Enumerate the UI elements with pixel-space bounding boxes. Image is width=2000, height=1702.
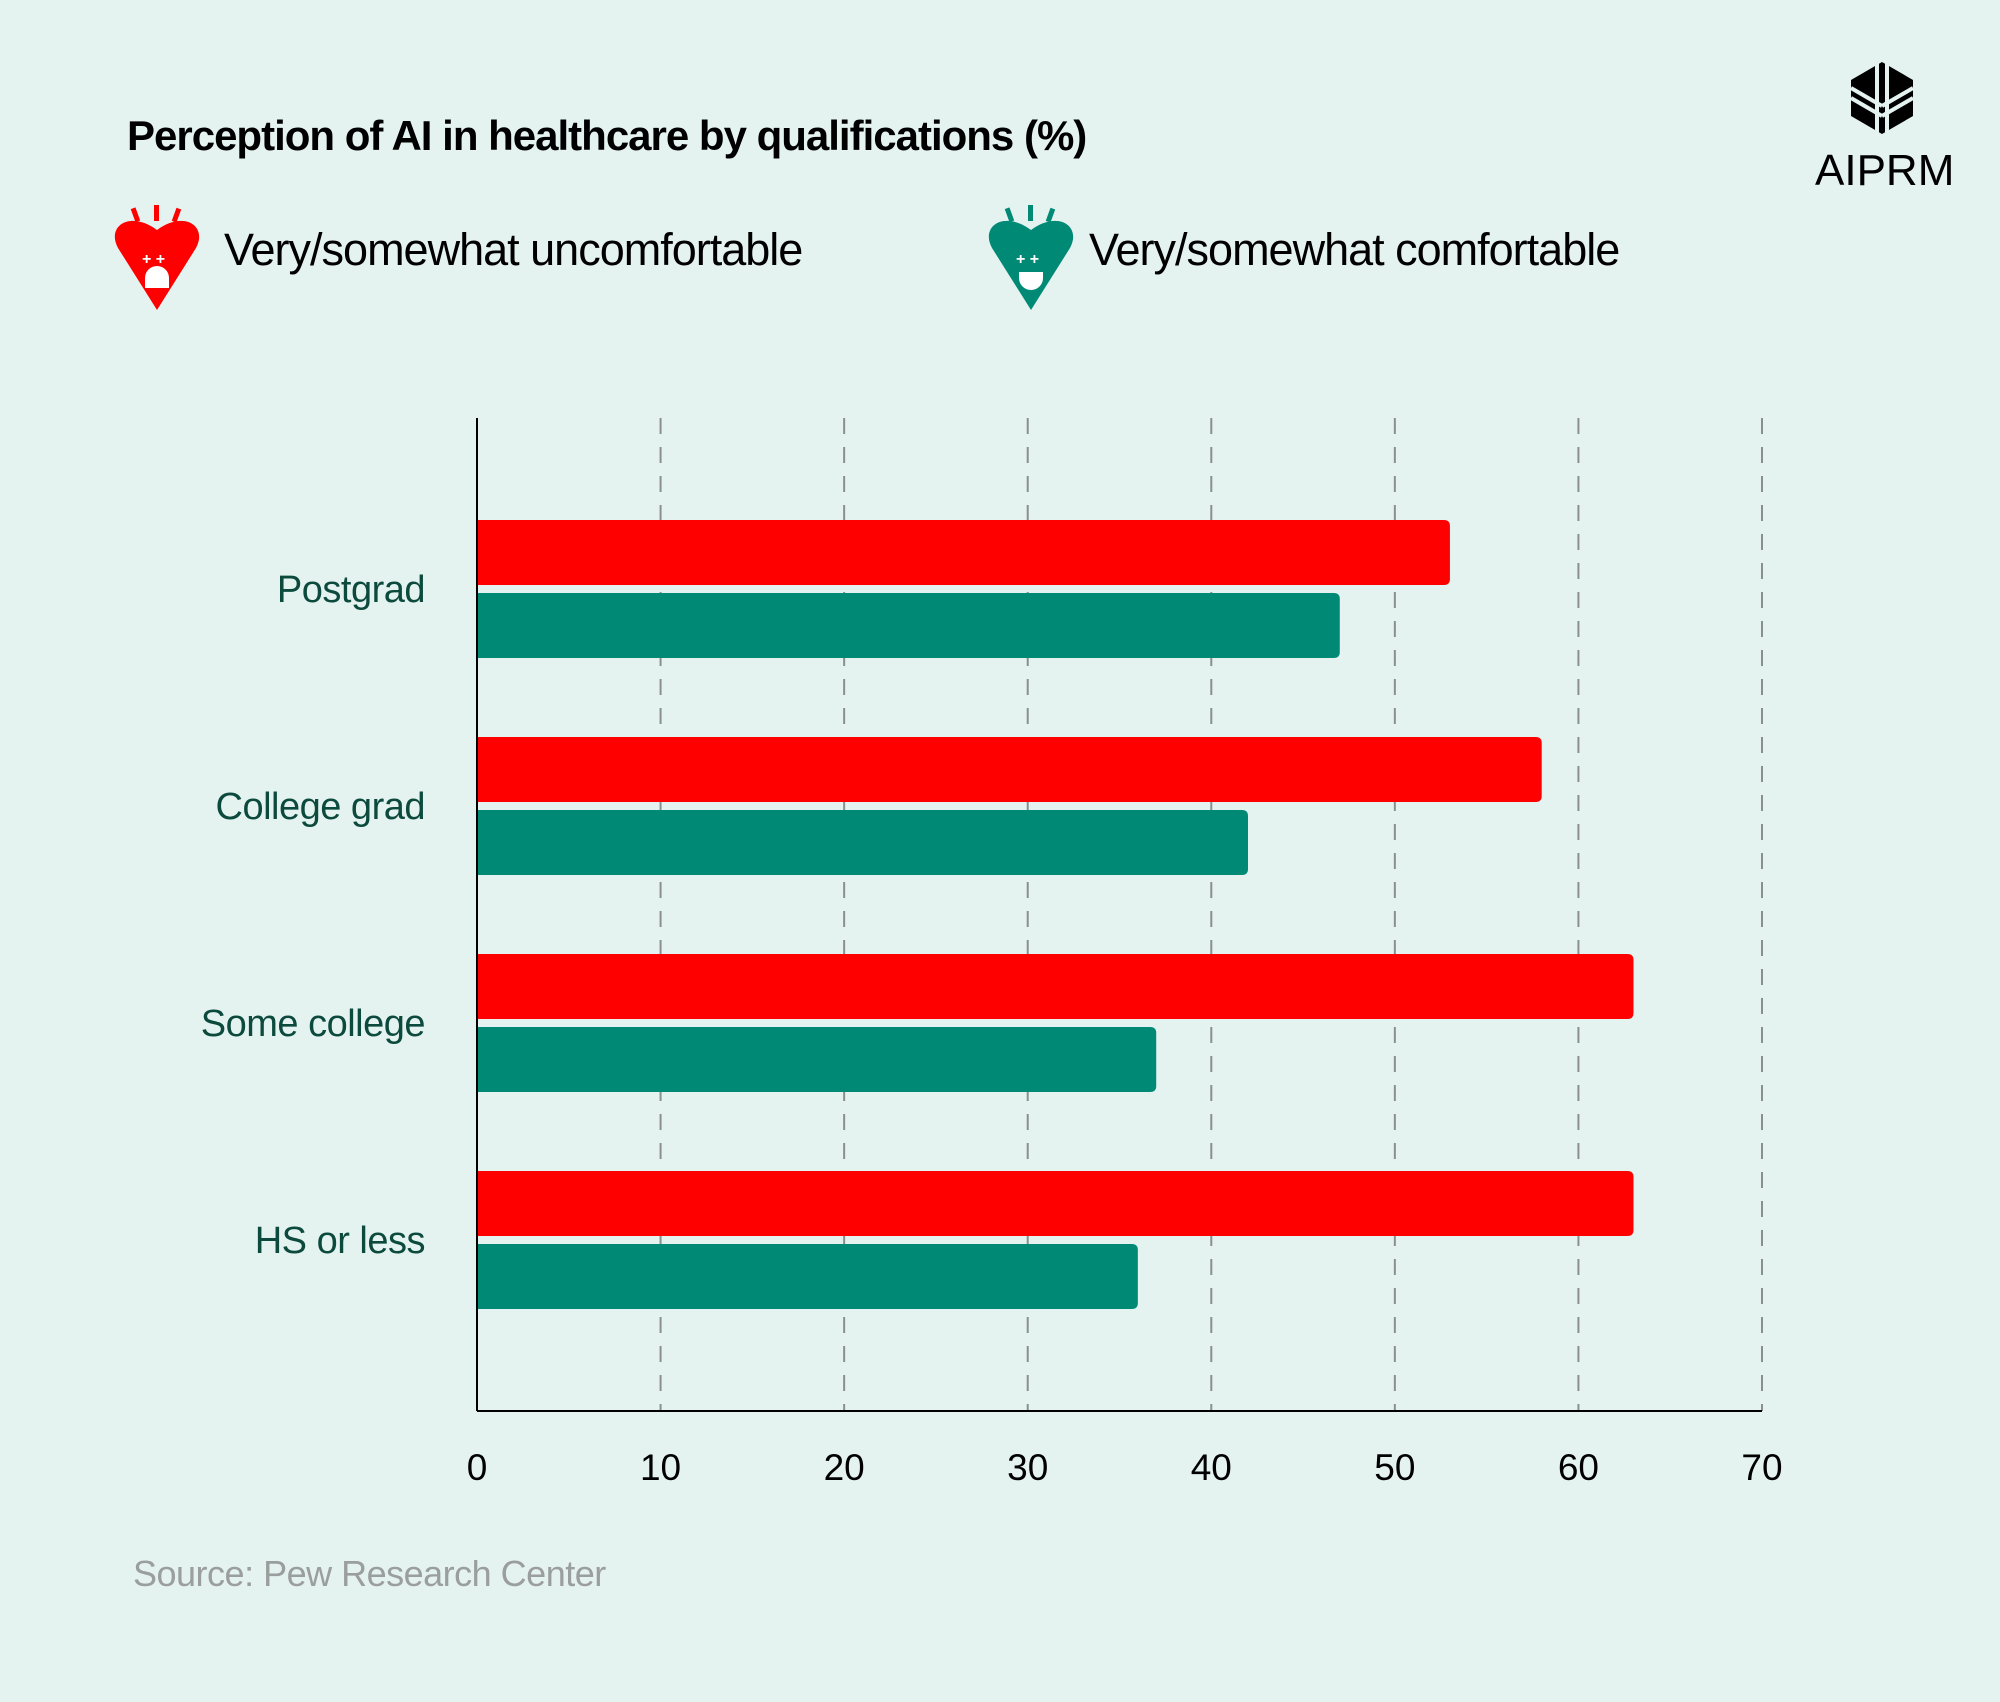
bar-uncomfortable xyxy=(477,737,1542,802)
legend-label-uncomfortable: Very/somewhat uncomfortable xyxy=(224,224,803,275)
x-tick-label: 50 xyxy=(1374,1447,1415,1488)
logo-text: AIPRM xyxy=(1815,146,1955,195)
aiprm-logo-icon xyxy=(1849,62,1915,134)
bar-comfortable xyxy=(477,1027,1157,1092)
legend-label-comfortable: Very/somewhat comfortable xyxy=(1089,224,1620,275)
svg-text:+ +: + + xyxy=(142,251,165,268)
category-label: Some college xyxy=(201,1003,425,1045)
svg-text:+ +: + + xyxy=(1016,251,1039,268)
bar-uncomfortable xyxy=(477,520,1450,585)
bar-comfortable xyxy=(477,593,1340,658)
bar-comfortable xyxy=(477,810,1248,875)
x-tick-label: 70 xyxy=(1741,1447,1782,1488)
x-tick-label: 10 xyxy=(640,1447,681,1488)
happy-heart-icon: + + xyxy=(988,205,1074,310)
x-tick-label: 60 xyxy=(1558,1447,1599,1488)
source-note: Source: Pew Research Center xyxy=(133,1553,606,1594)
x-tick-label: 20 xyxy=(824,1447,865,1488)
bar-uncomfortable xyxy=(477,954,1634,1019)
category-label: HS or less xyxy=(255,1220,425,1262)
chart-title: Perception of AI in healthcare by qualif… xyxy=(127,112,1087,159)
bar-comfortable xyxy=(477,1244,1138,1309)
bar-uncomfortable xyxy=(477,1171,1634,1236)
x-tick-label: 30 xyxy=(1007,1447,1048,1488)
sad-heart-icon: + + xyxy=(114,205,200,310)
x-tick-label: 40 xyxy=(1191,1447,1232,1488)
x-tick-label: 0 xyxy=(467,1447,488,1488)
category-label: Postgrad xyxy=(277,569,425,611)
category-label: College grad xyxy=(216,786,425,828)
